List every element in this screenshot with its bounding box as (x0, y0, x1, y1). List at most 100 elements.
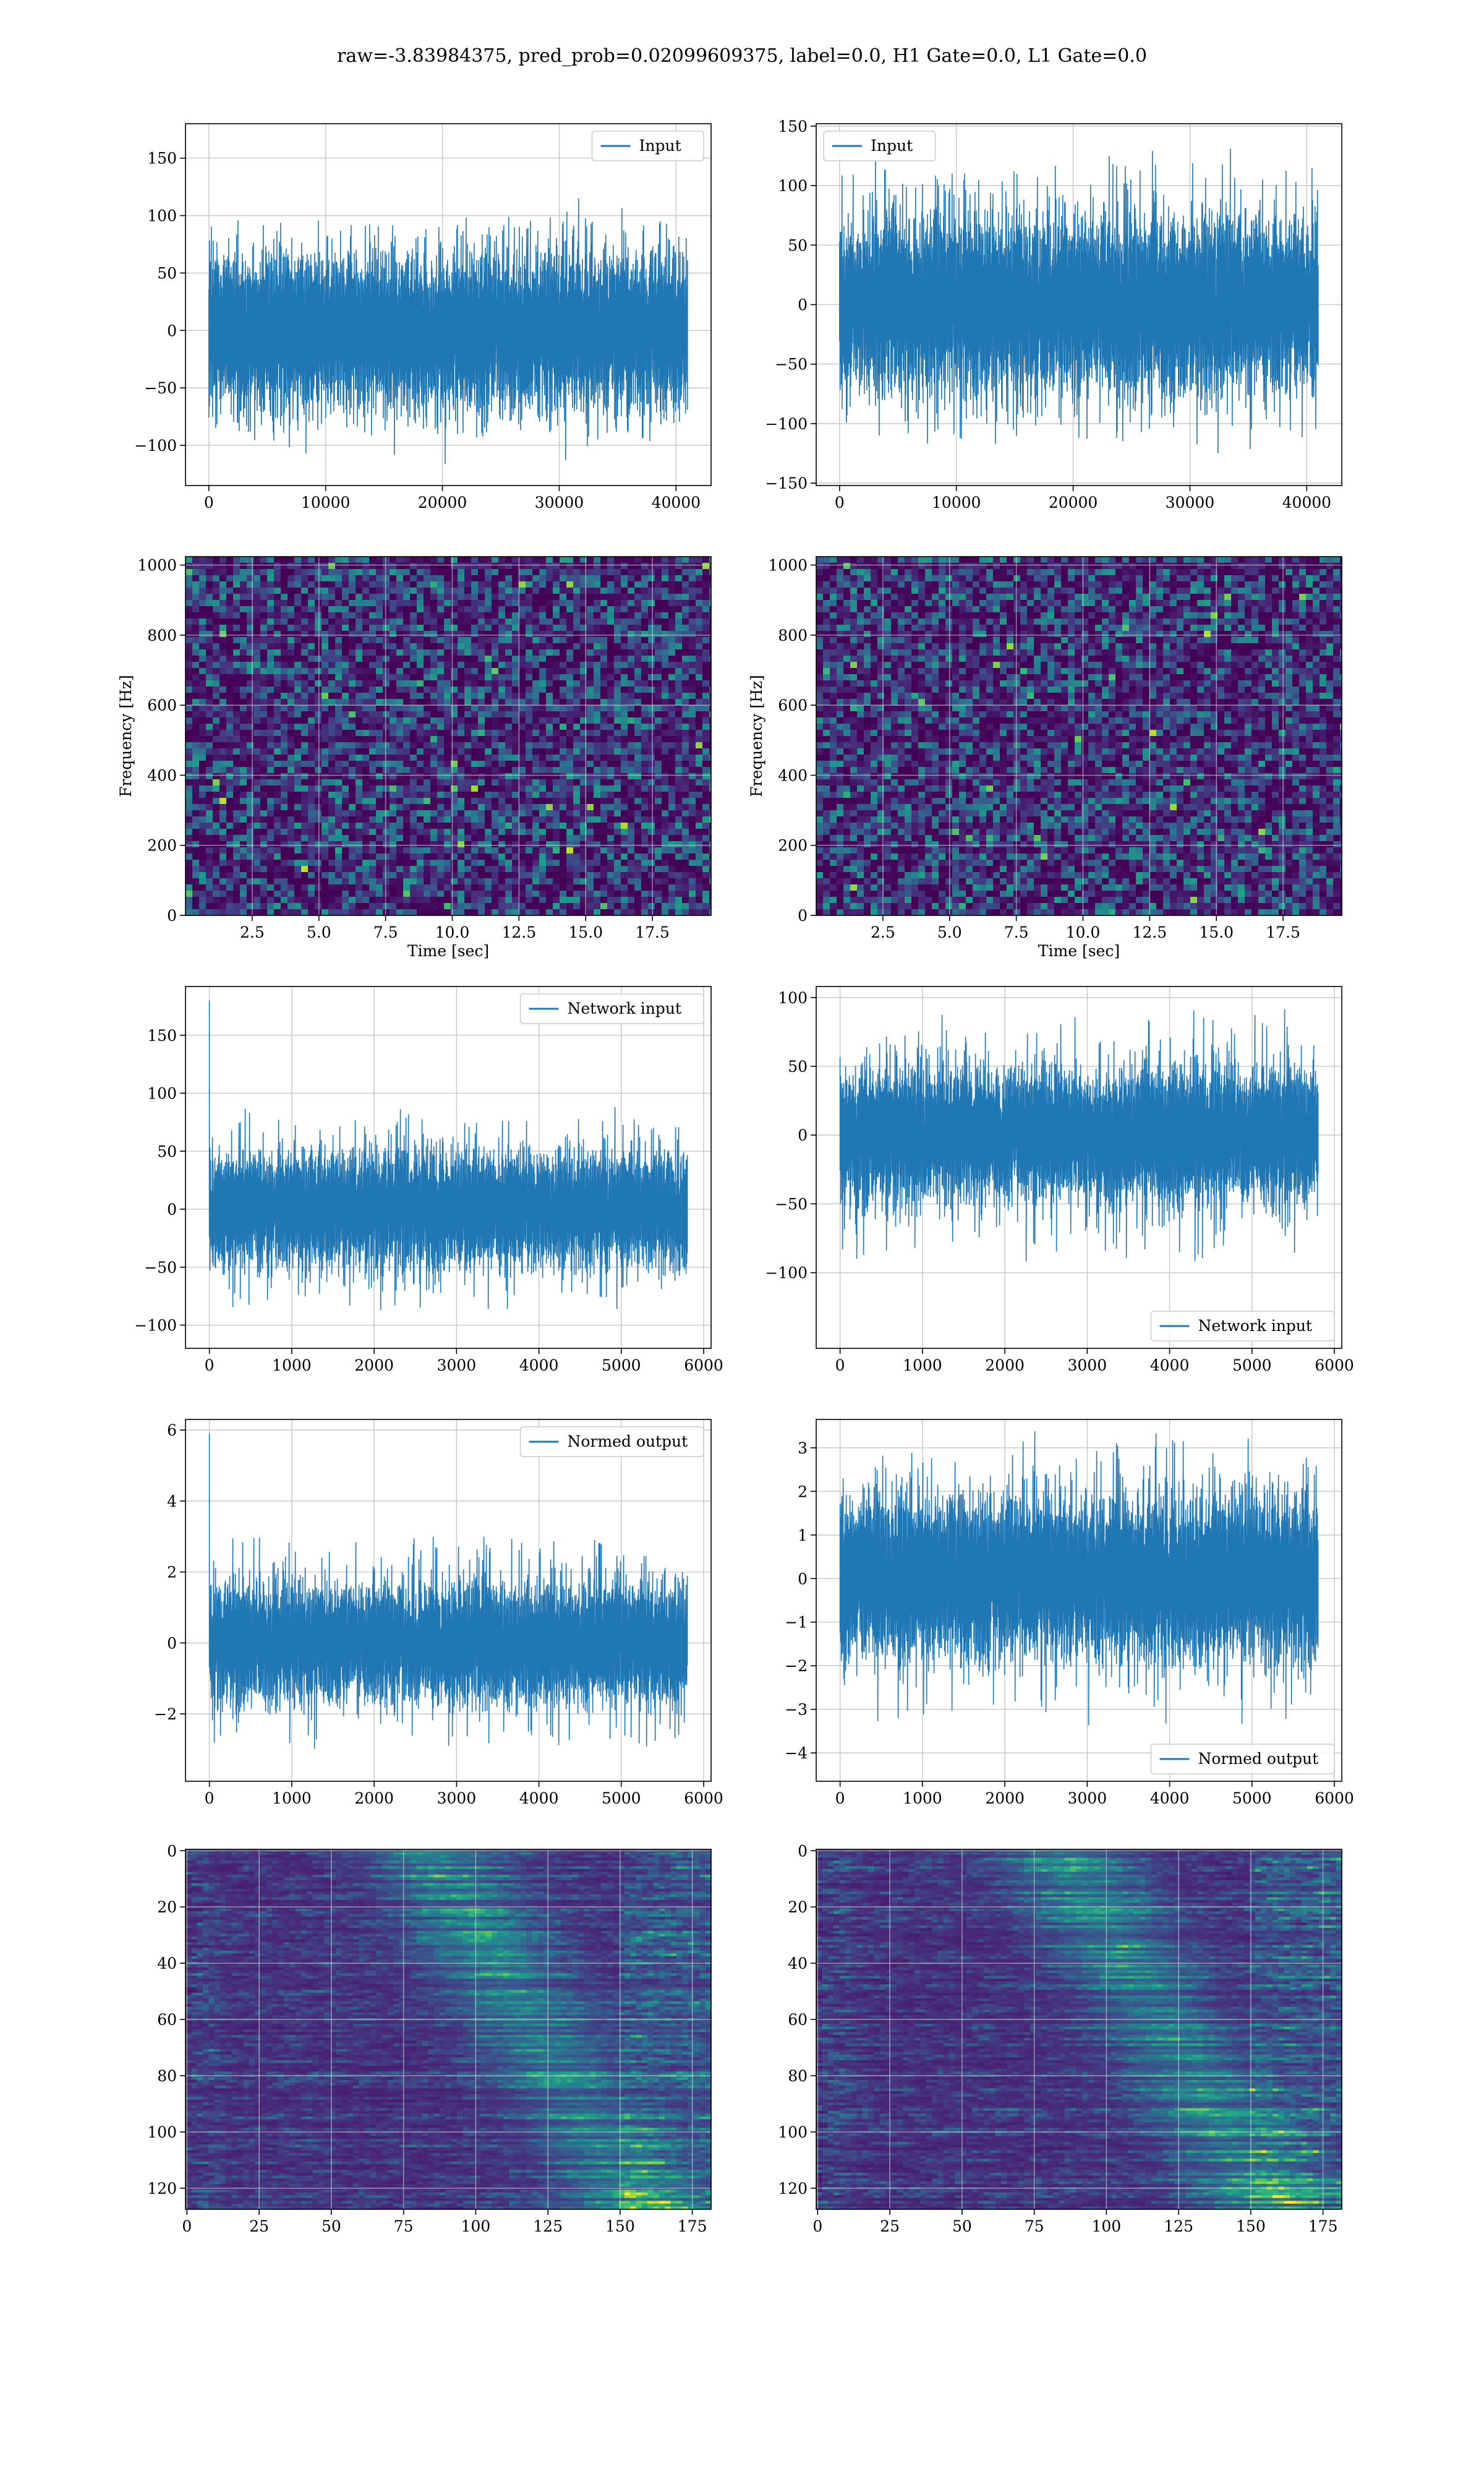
spectrogram-cell (417, 668, 424, 675)
spectrogram-cell (682, 643, 689, 650)
spectrogram-cell (192, 773, 200, 780)
spectrogram-cell (857, 569, 864, 576)
spectrogram-cell (560, 798, 567, 805)
spectrogram-cell (498, 767, 506, 774)
spectrogram-cell (560, 866, 567, 873)
spectrogram-cell (349, 804, 356, 811)
spectrogram-cell (898, 557, 905, 563)
spectrogram-cell (1088, 569, 1096, 576)
spectrogram-cell (932, 569, 939, 576)
spectrogram-cell (274, 872, 281, 879)
spectrogram-cell (451, 835, 458, 842)
spectrogram-cell (526, 668, 533, 675)
spectrogram-cell (709, 699, 712, 706)
spectrogram-cell (655, 637, 662, 644)
spectrogram-cell (396, 872, 404, 879)
spectrogram-cell (417, 872, 424, 879)
spectrogram-cell (226, 761, 234, 768)
spectrogram-cell (410, 643, 417, 650)
spectrogram-cell (301, 829, 309, 836)
spectrogram-cell (1333, 575, 1341, 582)
spectrogram-cell (254, 680, 261, 687)
spectrogram-cell (566, 823, 574, 829)
spectrogram-cell (424, 816, 431, 823)
spectrogram-cell (199, 594, 207, 601)
spectrogram-cell (641, 847, 649, 854)
spectrogram-cell (668, 909, 676, 916)
spectrogram-cell (322, 866, 329, 873)
spectrogram-cell (478, 606, 485, 613)
spectrogram-cell (213, 854, 220, 860)
spectrogram-cell (192, 730, 200, 737)
spectrogram-cell (390, 872, 397, 879)
spectrogram-cell (417, 779, 424, 786)
spectrogram-cell (396, 891, 404, 897)
spectrogram-cell (689, 656, 696, 662)
spectrogram-cell (322, 854, 329, 860)
spectrogram-cell (505, 742, 513, 749)
spectrogram-cell (505, 909, 513, 916)
spectrogram-cell (301, 847, 309, 854)
spectrogram-cell (939, 581, 946, 588)
spectrogram-cell (192, 557, 200, 563)
spectrogram-cell (573, 594, 581, 601)
spectrogram-cell (417, 730, 424, 737)
spectrogram-cell (335, 897, 343, 904)
spectrogram-cell (634, 909, 642, 916)
spectrogram-cell (668, 643, 676, 650)
spectrogram-cell (369, 618, 377, 625)
spectrogram-cell (349, 847, 356, 854)
spectrogram-cell (199, 897, 207, 904)
spectrogram-cell (267, 785, 275, 792)
spectrogram-cell (247, 804, 254, 811)
spectrogram-cell (260, 637, 268, 644)
spectrogram-cell (362, 847, 370, 854)
spectrogram-cell (335, 606, 343, 613)
spectrogram-cell (444, 841, 451, 848)
spectrogram-cell (356, 823, 363, 829)
spectrogram-cell (1286, 569, 1293, 576)
spectrogram-cell (600, 755, 608, 761)
spectrogram-cell (580, 903, 587, 910)
spectrogram-cell (546, 643, 553, 650)
spectrogram-cell (274, 575, 281, 582)
spectrogram-cell (668, 699, 676, 706)
spectrogram-cell (607, 717, 615, 724)
spectrogram-cell (689, 891, 696, 897)
spectrogram-cell (362, 816, 370, 823)
spectrogram-cell (662, 588, 669, 594)
spectrogram-cell (362, 748, 370, 755)
spectrogram-cell (1129, 563, 1136, 570)
spectrogram-cell (328, 581, 336, 588)
spectrogram-cell (240, 755, 247, 761)
spectrogram-cell (288, 674, 295, 681)
spectrogram-cell (485, 687, 492, 693)
spectrogram-cell (1292, 575, 1300, 582)
spectrogram-cell (403, 569, 411, 576)
spectrogram-cell (621, 575, 628, 582)
spectrogram-cell (458, 860, 465, 867)
spectrogram-cell (709, 668, 712, 675)
spectrogram-cell (478, 736, 485, 743)
spectrogram-cell (294, 903, 302, 910)
spectrogram-cell (580, 588, 587, 594)
spectrogram-cell (315, 897, 322, 904)
spectrogram-cell (342, 680, 349, 687)
spectrogram-cell (240, 699, 247, 706)
spectrogram-cell (294, 606, 302, 613)
spectrogram-cell (587, 699, 594, 706)
spectrogram-cell (566, 662, 574, 669)
spectrogram-cell (648, 897, 655, 904)
spectrogram-cell (424, 884, 431, 891)
spectrogram-cell (1020, 557, 1028, 563)
spectrogram-cell (464, 581, 472, 588)
spectrogram-cell (505, 835, 513, 842)
spectrogram-cell (260, 884, 268, 891)
spectrogram-cell (1027, 569, 1034, 576)
spectrogram-cell (220, 736, 227, 743)
spectrogram-cell (655, 606, 662, 613)
x-tick-label: 12.5 (502, 923, 537, 941)
spectrogram-cell (1075, 557, 1082, 563)
spectrogram-cell (192, 866, 200, 873)
spectrogram-cell (519, 674, 526, 681)
